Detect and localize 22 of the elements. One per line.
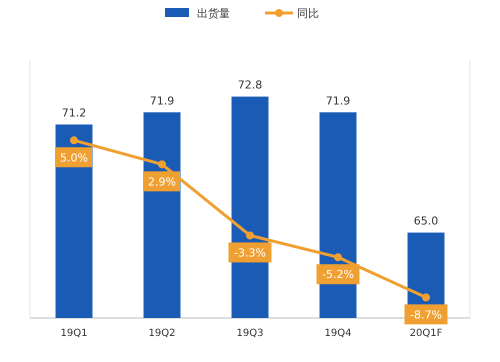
data-label: 5.0% [60, 151, 88, 164]
legend-label: 出货量 [197, 7, 230, 20]
data-label: 2.9% [148, 175, 176, 188]
point [334, 253, 342, 262]
x-tick-label: 19Q2 [148, 328, 176, 339]
data-label: 72.8 [238, 78, 262, 92]
point [246, 231, 254, 240]
data-label: -5.2% [322, 268, 354, 282]
point [70, 136, 78, 144]
x-tick-label: 20Q1F [410, 328, 443, 339]
data-label: 65.0 [414, 214, 438, 228]
x-tick-label: 19Q3 [236, 328, 264, 339]
point [158, 160, 166, 168]
data-label: 71.9 [150, 94, 174, 108]
legend-label: 同比 [297, 7, 319, 20]
x-tick-label: 19Q4 [324, 328, 352, 339]
data-label: -8.7% [410, 308, 442, 322]
data-label: 71.2 [62, 106, 86, 120]
x-tick-label: 19Q1 [60, 328, 88, 339]
data-label: 71.9 [326, 94, 350, 108]
point [422, 293, 430, 302]
data-label: -3.3% [234, 246, 266, 260]
